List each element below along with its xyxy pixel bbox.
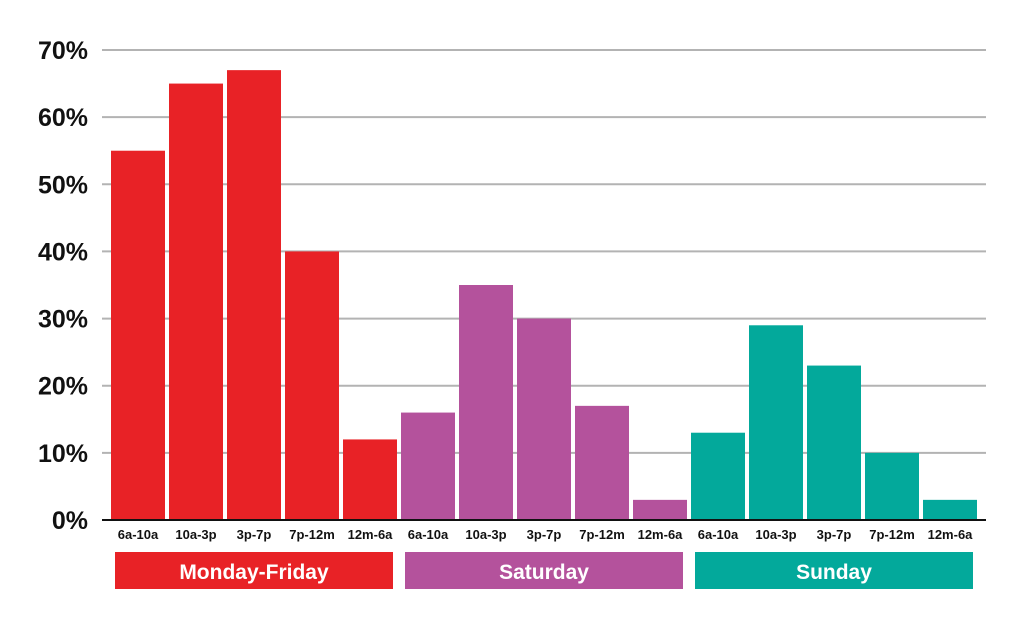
bar (227, 70, 281, 521)
group-label: Saturday (499, 561, 589, 584)
group-label-box (695, 552, 973, 589)
bar (517, 318, 571, 520)
bar (691, 432, 745, 520)
y-tick-label: 30% (38, 306, 88, 334)
y-tick-label: 20% (38, 373, 88, 401)
x-tick-label: 12m-6a (928, 527, 974, 542)
y-axis-ticks: 0% 10% 20% 30% 40% 50% 60% 70% (38, 37, 88, 535)
group-labels: Monday-Friday Saturday Sunday (115, 552, 973, 589)
x-tick-label: 10a-3p (175, 527, 216, 542)
group-label: Monday-Friday (179, 561, 329, 584)
y-tick-label: 70% (38, 37, 88, 65)
bar (169, 83, 223, 521)
x-tick-label: 7p-12m (579, 527, 625, 542)
x-tick-label: 7p-12m (869, 527, 915, 542)
x-tick-label: 12m-6a (348, 527, 394, 542)
group-label-box (115, 552, 393, 589)
x-tick-label: 6a-10a (118, 527, 159, 542)
y-tick-label: 40% (38, 238, 88, 266)
x-tick-label: 6a-10a (408, 527, 449, 542)
group-label: Sunday (796, 561, 872, 584)
x-tick-label: 12m-6a (638, 527, 684, 542)
group-label-box (405, 552, 683, 589)
y-tick-label: 60% (38, 104, 88, 132)
y-tick-label: 0% (52, 507, 88, 535)
x-tick-label: 10a-3p (465, 527, 506, 542)
bar (865, 452, 919, 520)
x-tick-label: 10a-3p (755, 527, 796, 542)
x-tick-label: 3p-7p (237, 527, 272, 542)
x-axis-ticks: 6a-10a 10a-3p 3p-7p 7p-12m 12m-6a 6a-10a 10a-3… (118, 527, 973, 542)
bars (111, 70, 977, 521)
bar (285, 251, 339, 520)
x-tick-label: 7p-12m (289, 527, 335, 542)
bar (749, 325, 803, 520)
bar (633, 499, 687, 520)
x-tick-label: 3p-7p (817, 527, 852, 542)
x-tick-label: 6a-10a (698, 527, 739, 542)
bar (459, 285, 513, 520)
bar (923, 499, 977, 520)
x-tick-label: 3p-7p (527, 527, 562, 542)
bar (575, 405, 629, 520)
y-tick-label: 50% (38, 171, 88, 199)
y-tick-label: 10% (38, 440, 88, 468)
bar (111, 150, 165, 520)
bar (401, 412, 455, 520)
bar (807, 365, 861, 520)
bar (343, 439, 397, 520)
